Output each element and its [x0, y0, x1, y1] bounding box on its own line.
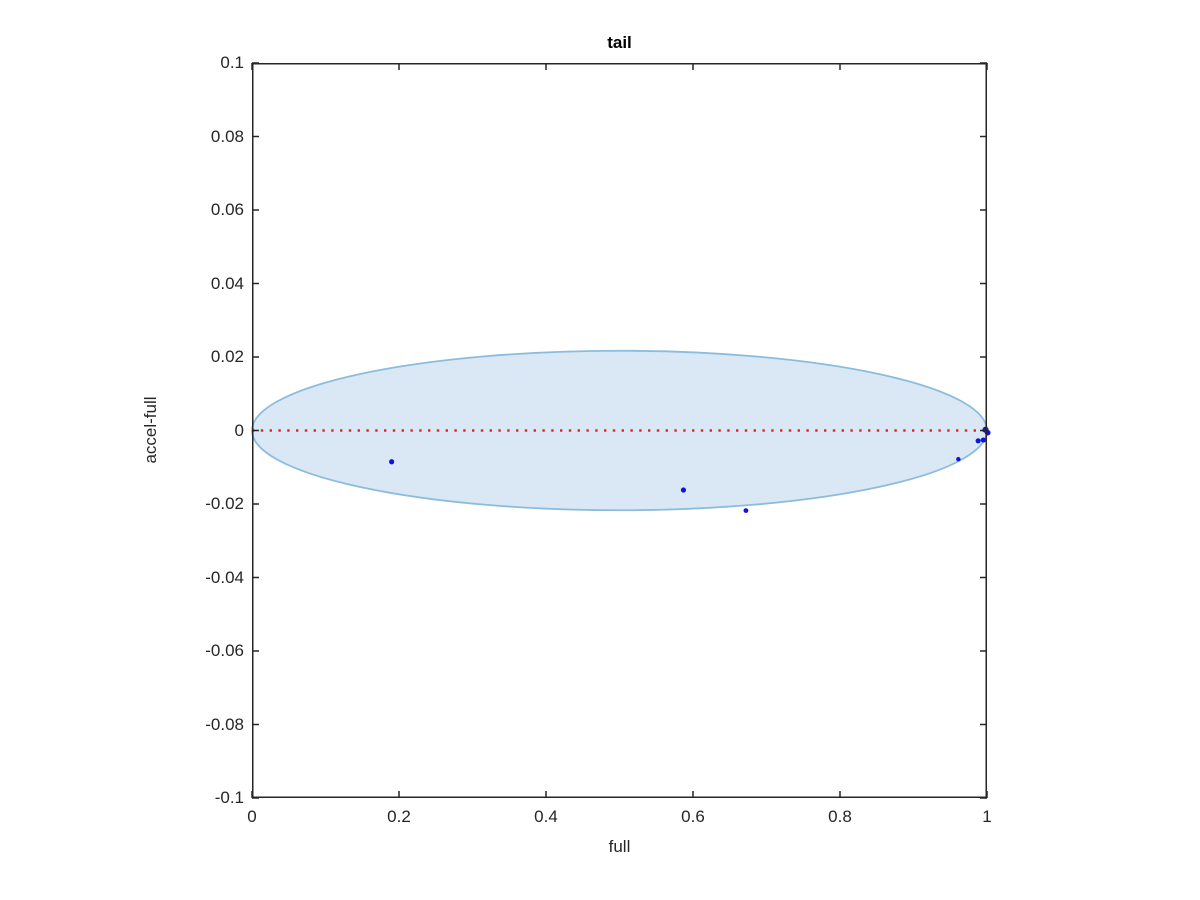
y-tick-label: -0.1	[214, 788, 244, 807]
y-tick-label: 0.08	[210, 126, 244, 146]
x-tick-label: 0.2	[387, 807, 411, 826]
y-tick-label: -0.02	[205, 494, 244, 513]
y-tick-label: 0.04	[210, 273, 244, 293]
plot-area	[251, 62, 991, 799]
y-tick-label: -0.04	[205, 567, 244, 587]
y-tick-label: 0.06	[210, 200, 244, 219]
scatter-point	[743, 508, 749, 514]
scatter-point	[975, 438, 981, 444]
x-tick-label: 0.8	[828, 807, 852, 826]
y-tick-label: 0.1	[220, 53, 244, 72]
y-tick-label: -0.08	[205, 714, 244, 734]
scatter-point	[389, 459, 395, 465]
chart-title: tail	[607, 33, 632, 52]
x-tick-label: 1	[982, 807, 992, 826]
x-axis-label: full	[608, 837, 631, 856]
x-tick-label: 0.4	[534, 807, 558, 826]
scatter-point	[680, 487, 687, 493]
y-tick-label: 0.02	[210, 347, 244, 366]
x-tick-label: 0.6	[681, 807, 705, 826]
x-tick-label: 0	[247, 807, 257, 826]
plot-svg	[251, 62, 991, 799]
y-tick-label: -0.06	[205, 641, 244, 660]
scatter-point	[980, 437, 986, 443]
y-tick-label: 0	[234, 420, 244, 440]
scatter-point	[956, 456, 961, 462]
confidence-ellipse	[251, 349, 988, 512]
